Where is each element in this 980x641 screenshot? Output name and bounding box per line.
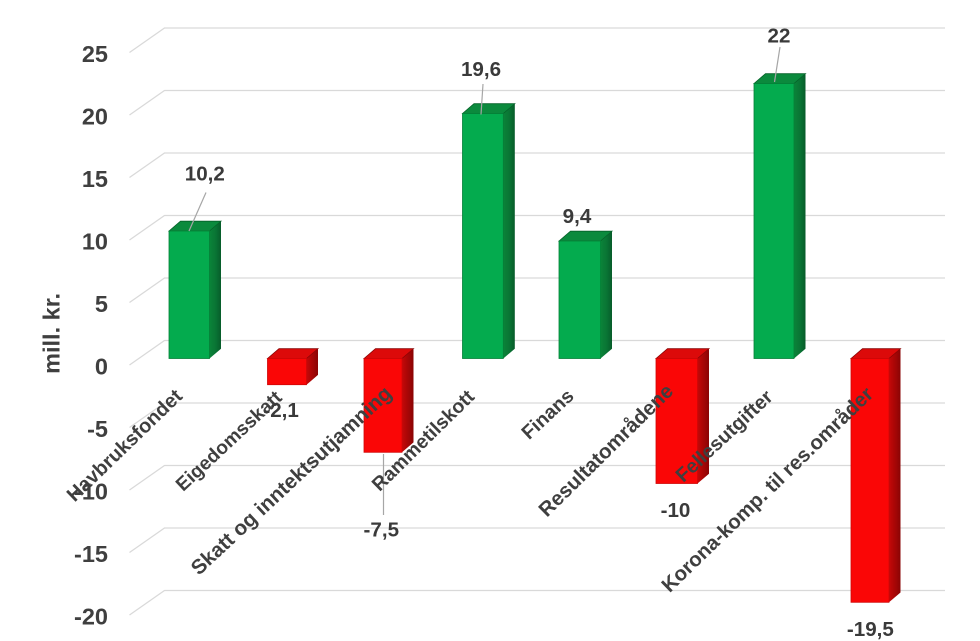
svg-text:19,6: 19,6 xyxy=(461,58,501,81)
svg-text:10: 10 xyxy=(82,228,108,254)
svg-text:-10: -10 xyxy=(74,478,108,504)
svg-text:-7,5: -7,5 xyxy=(364,519,400,542)
svg-text:10,2: 10,2 xyxy=(185,162,225,185)
svg-text:-10: -10 xyxy=(661,499,691,522)
svg-text:-19,5: -19,5 xyxy=(847,618,894,641)
svg-text:-15: -15 xyxy=(74,541,108,567)
svg-text:20: 20 xyxy=(82,103,108,129)
svg-text:mill. kr.: mill. kr. xyxy=(39,293,65,374)
svg-text:9,4: 9,4 xyxy=(563,205,592,228)
svg-text:15: 15 xyxy=(82,166,108,192)
svg-text:0: 0 xyxy=(95,353,108,379)
svg-text:22: 22 xyxy=(768,24,791,47)
svg-text:5: 5 xyxy=(95,291,108,317)
svg-text:-2,1: -2,1 xyxy=(263,399,299,422)
svg-text:25: 25 xyxy=(82,41,108,67)
svg-text:-20: -20 xyxy=(74,603,108,629)
svg-text:-5: -5 xyxy=(87,416,108,442)
